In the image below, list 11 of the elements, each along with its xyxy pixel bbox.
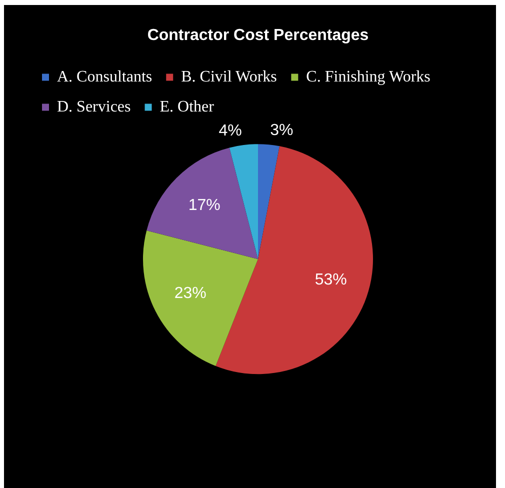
data-label: 3% bbox=[270, 122, 294, 140]
legend-label: E. Other bbox=[160, 98, 215, 116]
legend-label: C. Finishing Works bbox=[306, 68, 430, 86]
data-label: 23% bbox=[174, 284, 206, 302]
legend-label: A. Consultants bbox=[57, 68, 152, 86]
data-label: 4% bbox=[218, 122, 242, 140]
data-label: 53% bbox=[314, 272, 347, 289]
legend-label: D. Services bbox=[57, 98, 131, 116]
chart-title: Contractor Cost Percentages bbox=[147, 27, 369, 44]
data-label: 17% bbox=[188, 196, 220, 214]
legend-label: B. Civil Works bbox=[181, 68, 277, 86]
